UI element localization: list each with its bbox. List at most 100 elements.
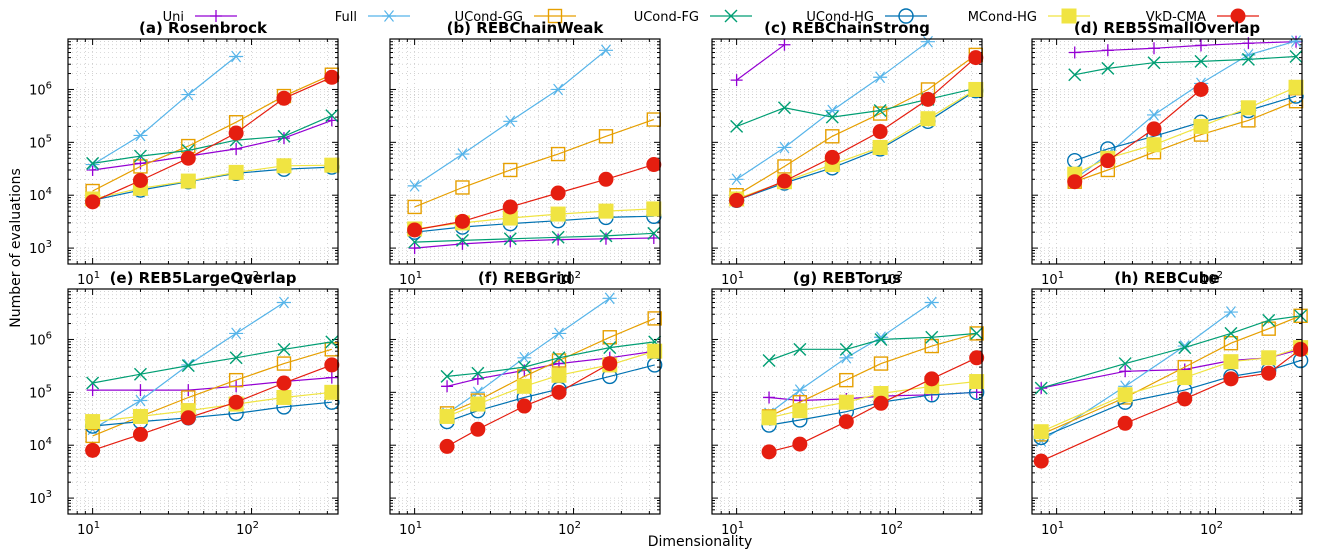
series-line xyxy=(414,164,654,231)
series-ucond-fg xyxy=(408,226,661,249)
data-point xyxy=(85,428,100,444)
series-line xyxy=(92,348,332,437)
data-point xyxy=(924,371,940,387)
panel-title: (e) REB5LargeOverlap xyxy=(110,269,297,287)
data-point xyxy=(230,142,243,155)
data-point xyxy=(325,109,339,123)
legend-label: UCond-GG xyxy=(455,10,523,25)
data-point xyxy=(407,180,422,192)
series-line xyxy=(1074,100,1297,183)
series-line xyxy=(92,74,333,192)
x-tick-label: 101 xyxy=(77,520,100,538)
data-point xyxy=(502,210,518,226)
data-point xyxy=(1223,354,1239,370)
legend: Uni Full UCond-GG UCond-FG UCond-HG MCond-HG V… xyxy=(163,8,1259,25)
data-point xyxy=(407,199,422,215)
data-point xyxy=(440,369,454,383)
series-ucond-gg xyxy=(1067,93,1304,189)
data-point xyxy=(502,199,518,215)
data-point xyxy=(838,394,854,410)
data-point xyxy=(277,342,291,356)
data-point xyxy=(1193,81,1209,97)
x-axis-label: Dimensionality xyxy=(648,534,753,550)
data-point xyxy=(599,229,613,243)
series-ucond-fg xyxy=(86,109,339,170)
grid xyxy=(67,38,338,265)
data-point xyxy=(602,292,617,305)
data-point xyxy=(729,173,744,186)
data-point xyxy=(229,327,244,340)
data-point xyxy=(763,391,776,404)
data-point xyxy=(1223,335,1239,351)
data-point xyxy=(925,330,939,344)
data-point xyxy=(407,222,423,238)
series-line xyxy=(92,56,237,166)
data-point xyxy=(228,125,244,141)
x-tick-label: 101 xyxy=(399,520,422,538)
series-line xyxy=(414,49,607,187)
legend-marker xyxy=(724,9,738,23)
data-point xyxy=(598,129,614,144)
series-mcond-hg xyxy=(85,157,340,207)
series-line xyxy=(92,115,333,164)
data-point xyxy=(646,157,662,173)
data-point xyxy=(276,296,291,309)
data-point xyxy=(777,141,792,154)
series-vkd-cma xyxy=(439,356,618,454)
data-point xyxy=(924,338,939,354)
data-point xyxy=(133,367,147,381)
data-point xyxy=(1147,109,1161,121)
series-full xyxy=(407,44,613,192)
data-point xyxy=(602,330,617,345)
series-ucond-hg xyxy=(728,82,984,209)
data-point xyxy=(503,115,518,128)
data-point xyxy=(1117,415,1133,431)
data-point xyxy=(1147,56,1161,70)
data-point xyxy=(439,408,455,424)
data-point xyxy=(86,156,100,170)
data-point xyxy=(873,356,889,371)
data-point xyxy=(551,384,567,400)
data-point xyxy=(792,436,808,452)
series-line xyxy=(736,90,977,201)
data-point xyxy=(1177,391,1193,407)
data-point xyxy=(872,139,888,155)
x-tick-label: 102 xyxy=(558,520,581,538)
series-line xyxy=(1074,55,1297,76)
data-point xyxy=(517,360,531,374)
data-point xyxy=(324,157,340,173)
legend-label: VkD-CMA xyxy=(1146,10,1206,25)
data-point xyxy=(1067,174,1083,190)
y-tick-label: 106 xyxy=(29,330,52,348)
data-point xyxy=(1293,308,1308,324)
panel-h-rebcube: (h) REBCube 101 102 xyxy=(1031,269,1309,538)
data-point xyxy=(229,351,243,365)
data-point xyxy=(133,149,147,163)
data-point xyxy=(920,91,936,107)
axis-ticks xyxy=(67,288,338,515)
data-point xyxy=(872,106,888,121)
series-vkd-cma xyxy=(729,50,984,208)
plot-frame xyxy=(389,288,661,515)
data-point xyxy=(1118,357,1132,371)
data-point xyxy=(552,233,565,246)
data-point xyxy=(132,426,148,442)
data-point xyxy=(602,356,618,372)
data-point xyxy=(1148,42,1160,55)
data-point xyxy=(873,395,889,411)
data-point xyxy=(550,185,566,201)
series-line xyxy=(92,76,333,203)
legend-marker xyxy=(547,8,563,24)
data-point xyxy=(1033,424,1049,440)
series-line xyxy=(736,87,976,127)
data-point xyxy=(551,327,566,340)
data-point xyxy=(873,71,888,84)
series-line xyxy=(92,364,333,451)
data-point xyxy=(874,332,888,346)
data-point xyxy=(761,444,777,460)
data-point xyxy=(970,326,984,340)
data-point xyxy=(182,384,195,397)
legend-label: UCond-HG xyxy=(806,10,874,25)
